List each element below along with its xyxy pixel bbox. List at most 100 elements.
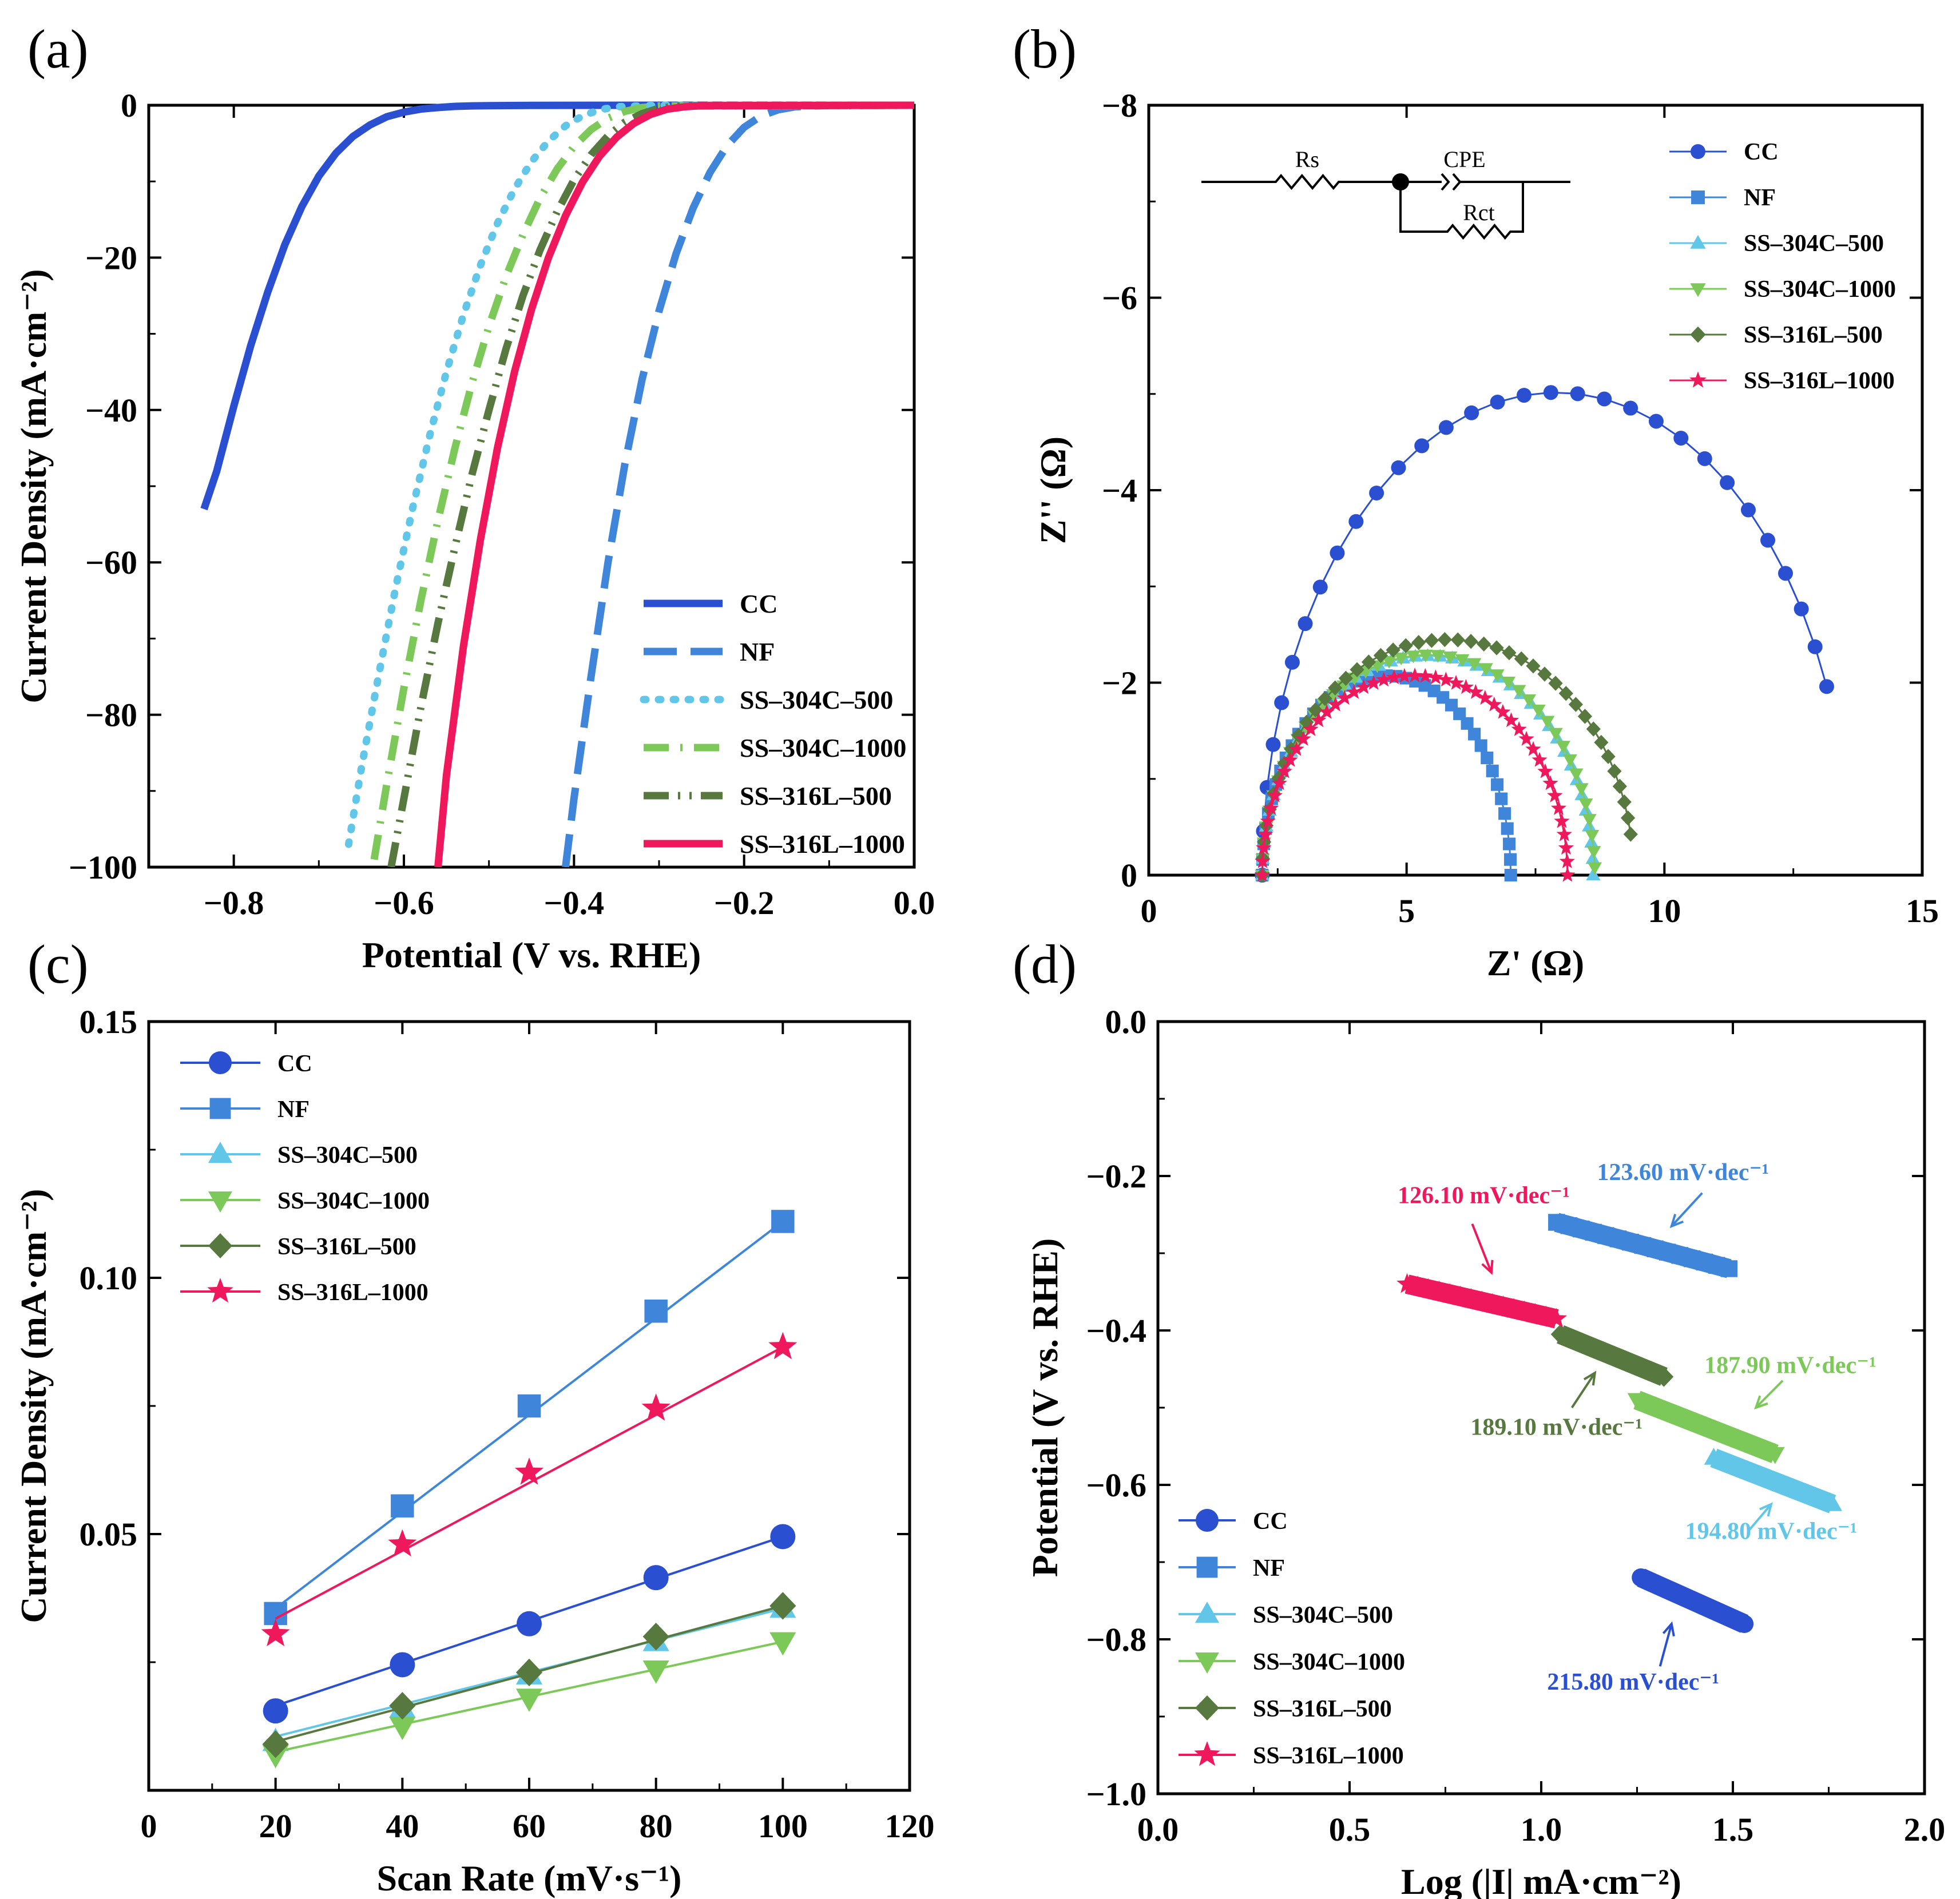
- y-tick-label: −0.6: [1086, 1467, 1146, 1504]
- legend-label: NF: [1253, 1555, 1285, 1582]
- data-point-SS-304C-1000: [769, 1632, 796, 1656]
- series-line-SS-304C-1000: [370, 101, 914, 860]
- y-tick-label: −2: [1102, 665, 1137, 702]
- slope-arrow-SS-304C-1000: [1755, 1380, 1784, 1409]
- nyquist-point-SS-316L-1000: [1458, 679, 1474, 694]
- slope-arrow-SS-316L-500: [1570, 1372, 1596, 1409]
- nyquist-point-SS-316L-500: [1463, 634, 1478, 649]
- legend-label: CC: [1744, 139, 1779, 165]
- nyquist-point-SS-304C-1000: [1585, 829, 1600, 843]
- nyquist-point-SS-304C-1000: [1511, 685, 1526, 698]
- slope-arrow-SS-316L-1000: [1471, 1223, 1493, 1273]
- slope-arrow-head-SS-316L-1000: [1481, 1260, 1494, 1276]
- nyquist-point-SS-304C-500: [1585, 851, 1600, 864]
- slope-label-CC: 215.80 mV·dec⁻¹: [1547, 1669, 1719, 1695]
- data-point-CC: [517, 1611, 542, 1636]
- nyquist-point-CC: [1312, 579, 1328, 595]
- nyquist-point-SS-304C-1000: [1569, 768, 1584, 781]
- cpe-element: [1400, 173, 1570, 191]
- nyquist-point-CC: [1265, 737, 1281, 752]
- slope-arrow-head-SS-304C-500: [1759, 1502, 1773, 1517]
- nyquist-point-SS-304C-1000: [1443, 651, 1458, 665]
- nyquist-point-SS-316L-500: [1477, 636, 1491, 652]
- nyquist-point-CC: [1570, 386, 1585, 402]
- nyquist-point-SS-316L-1000: [1356, 679, 1372, 694]
- slope-label-NF: 123.60 mV·dec⁻¹: [1597, 1159, 1769, 1186]
- data-point-NF: [771, 1210, 795, 1233]
- nyquist-point-SS-304C-1000: [1394, 653, 1408, 666]
- x-tick-label: 0.5: [1329, 1811, 1371, 1848]
- y-tick-label: −40: [85, 392, 137, 429]
- nyquist-point-CC: [1516, 388, 1532, 403]
- nyquist-point-SS-316L-1000: [1311, 712, 1327, 728]
- nyquist-point-SS-316L-500: [1601, 749, 1616, 764]
- tafel-point-NF: [1720, 1260, 1738, 1277]
- nyquist-point-NF: [1503, 837, 1516, 851]
- data-point-SS-316L-1000: [514, 1457, 544, 1485]
- nyquist-point-CC: [1391, 460, 1406, 475]
- nyquist-point-SS-316L-500: [1489, 640, 1504, 655]
- slope-label-SS-316L-500: 189.10 mV·dec⁻¹: [1470, 1414, 1642, 1440]
- nyquist-point-CC: [1284, 654, 1300, 670]
- nyquist-point-SS-316L-1000: [1477, 690, 1493, 705]
- legend-label: SS‒316L‒1000: [1744, 368, 1895, 394]
- legend-label: SS‒304C‒500: [1744, 231, 1884, 257]
- nyquist-point-CC: [1697, 451, 1712, 466]
- tafel-point-SS-304C-500: [1823, 1494, 1842, 1511]
- nyquist-point-NF: [1498, 807, 1511, 820]
- nyquist-point-NF: [1501, 822, 1514, 835]
- nyquist-point-SS-316L-500: [1558, 686, 1573, 701]
- data-point-SS-316L-1000: [768, 1332, 798, 1360]
- x-tick-label: 1.5: [1712, 1811, 1754, 1848]
- nyquist-point-SS-316L-1000: [1327, 696, 1344, 712]
- legend-marker-CC: [209, 1051, 232, 1074]
- data-point-SS-316L-1000: [641, 1393, 670, 1421]
- legend-label: SS‒316L‒500: [1744, 322, 1883, 348]
- nyquist-point-SS-316L-1000: [1448, 674, 1464, 690]
- nyquist-point-SS-316L-500: [1299, 714, 1314, 730]
- legend-marker-SS-304C-1000: [1195, 1652, 1219, 1674]
- nyquist-point-SS-316L-500: [1502, 645, 1517, 661]
- nyquist-point-SS-316L-1000: [1263, 800, 1279, 815]
- nyquist-point-SS-316L-500: [1338, 670, 1354, 686]
- legend-label: SS‒304C‒1000: [277, 1188, 430, 1214]
- legend-marker-CC: [1691, 144, 1705, 159]
- nyquist-point-SS-316L-1000: [1336, 690, 1352, 705]
- nyquist-point-SS-304C-1000: [1478, 663, 1493, 676]
- x-tick-label: 10: [1648, 892, 1681, 929]
- nyquist-point-CC: [1490, 395, 1505, 410]
- nyquist-point-SS-316L-1000: [1295, 730, 1311, 746]
- slope-arrow-head-SS-304C-1000: [1753, 1395, 1768, 1410]
- nyquist-point-CC: [1760, 533, 1776, 548]
- legend-label: SS‒316L‒500: [740, 781, 892, 811]
- nyquist-point-SS-304C-1000: [1406, 650, 1421, 664]
- y-tick-label: −20: [85, 239, 137, 276]
- legend-label: SS‒316L‒1000: [740, 829, 905, 859]
- nyquist-point-SS-316L-1000: [1542, 775, 1558, 790]
- legend-marker-SS-316L-500: [1195, 1695, 1219, 1721]
- tafel-point-SS-316L-1000: [1450, 1285, 1471, 1306]
- data-point-SS-304C-1000: [515, 1689, 543, 1712]
- nyquist-point-SS-304C-1000: [1548, 728, 1563, 741]
- nyquist-point-SS-316L-500: [1623, 827, 1638, 842]
- nyquist-point-CC: [1623, 400, 1638, 416]
- circuit-label-cpe: CPE: [1443, 146, 1485, 172]
- y-tick-label: −100: [69, 849, 137, 886]
- nyquist-point-SS-316L-1000: [1525, 741, 1541, 756]
- x-tick-label: 5: [1398, 892, 1415, 929]
- nyquist-point-CC: [1414, 438, 1430, 454]
- panel-b: 0 5 10 15 0 −2 −4 −6 −8 Z' (Ω) Z'' (Ω) (b) Rs CPE Rct C…: [1013, 18, 1939, 983]
- rct-resistor: [1399, 182, 1524, 240]
- legend-label: CC: [1253, 1508, 1288, 1535]
- series-line-SS-304C-500: [344, 101, 914, 848]
- nyquist-point-NF: [1495, 792, 1508, 805]
- tafel-point-SS-316L-500: [1588, 1339, 1607, 1360]
- tafel-point-SS-316L-1000: [1418, 1278, 1439, 1298]
- panel-label: (d): [1013, 933, 1077, 995]
- x-axis-label: Log (|I| mA·cm⁻²): [1401, 1861, 1681, 1899]
- nyquist-point-NF: [1486, 764, 1499, 777]
- data-point-SS-316L-500: [515, 1658, 543, 1687]
- nyquist-point-NF: [1504, 868, 1517, 882]
- tafel-point-SS-316L-1000: [1503, 1298, 1525, 1318]
